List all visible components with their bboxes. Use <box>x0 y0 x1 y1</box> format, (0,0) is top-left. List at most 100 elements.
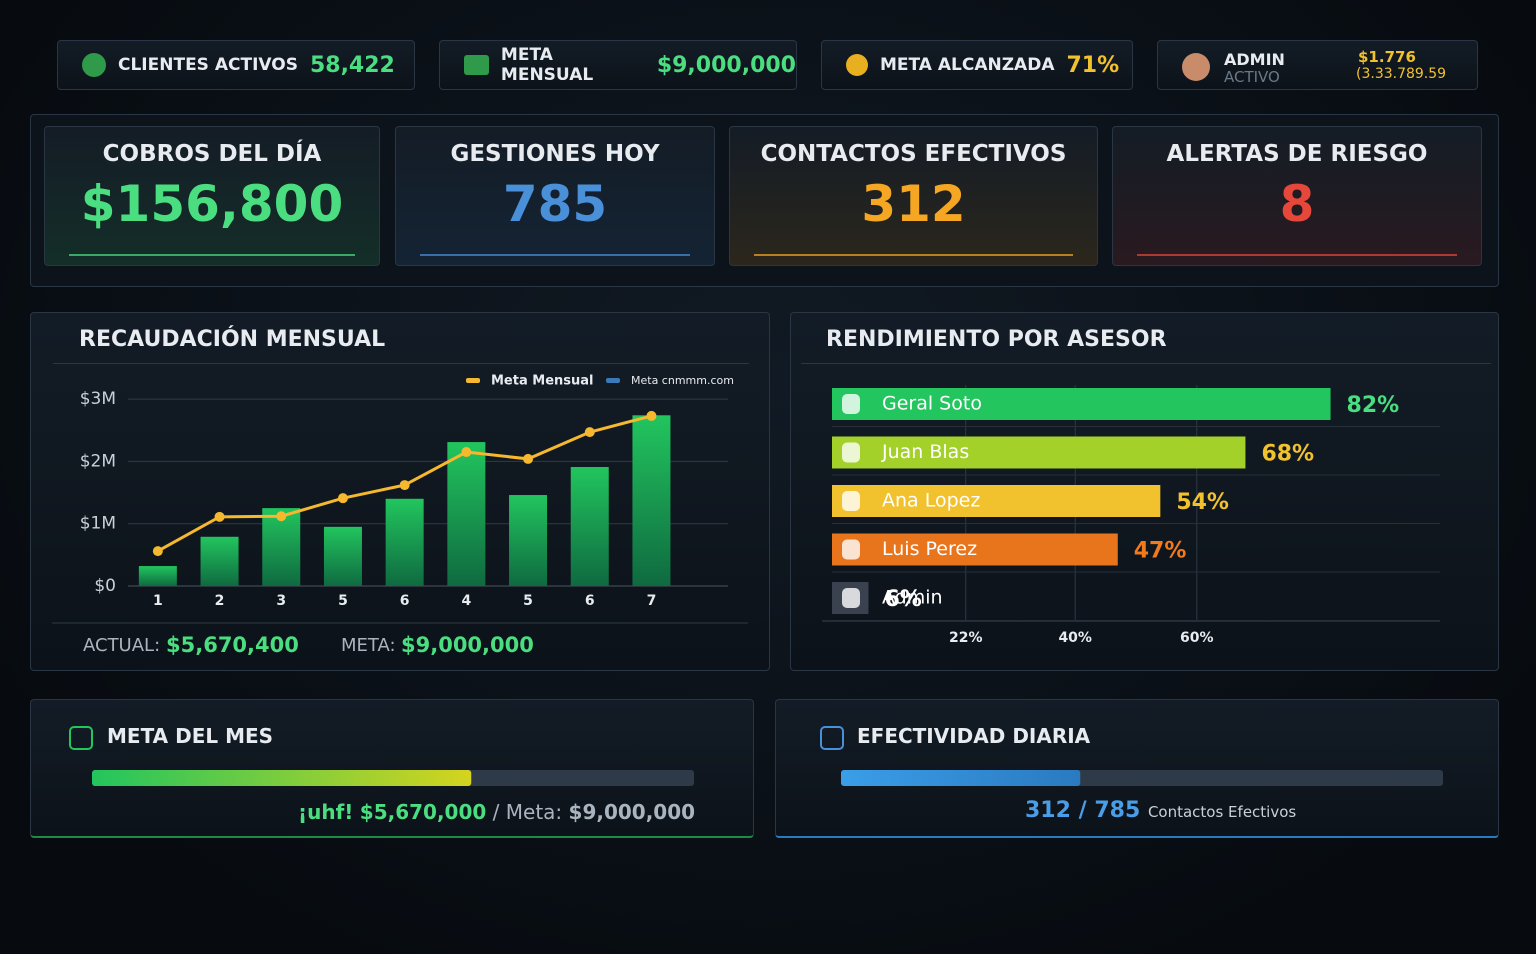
divider <box>801 363 1491 364</box>
legend-label: Meta cnmmm.com <box>631 374 734 387</box>
value: $5,670,000 <box>359 800 487 824</box>
prefix: ¡uhf! <box>298 800 354 824</box>
avatar-icon <box>842 588 860 608</box>
avatar-icon <box>842 539 860 560</box>
topbar-item: META MENSUAL $9,000,000 <box>439 40 797 90</box>
user-card[interactable]: ADMIN ACTIVO $1.776 (3.33.789.59 <box>1157 40 1478 90</box>
y-tick-label: $2M <box>80 451 116 471</box>
progress-text: ¡uhf! $5,670,000 / Meta: $9,000,000 <box>298 800 695 824</box>
grid-row <box>832 426 1440 427</box>
value: 58,422 <box>309 52 395 78</box>
grid-row <box>832 474 1440 476</box>
avatar-icon <box>842 394 860 414</box>
panel: EFECTIVIDAD DIARIA 312 / 785 Contactos E… <box>775 699 1499 838</box>
topbar-item: CLIENTES ACTIVOS 58,422 <box>57 40 415 90</box>
category-label: Ana Lopez <box>882 490 980 512</box>
bar <box>832 533 1118 566</box>
x-tick-label: 2 <box>215 593 225 609</box>
point <box>523 453 534 464</box>
bar <box>832 485 1161 517</box>
kpi-title: ALERTAS DE RIESGO <box>1166 141 1428 167</box>
point <box>214 511 225 522</box>
value-label: 54% <box>1176 490 1229 515</box>
value: 71% <box>1066 52 1120 78</box>
icon <box>82 53 106 77</box>
bar <box>509 495 548 586</box>
x-tick-label: 6 <box>585 593 595 609</box>
panel-title: EFECTIVIDAD DIARIA <box>857 724 1091 748</box>
progress-text: 312 / 785 Contactos Efectivos <box>1025 798 1296 823</box>
divider <box>53 363 749 364</box>
icon <box>846 54 868 76</box>
grid-row <box>832 523 1440 524</box>
balance: $1.776 <box>1358 48 1416 66</box>
topbar-item: META ALCANZADA 71% <box>821 40 1133 90</box>
point <box>152 546 163 557</box>
legend-label: Meta Mensual <box>491 374 594 389</box>
bar <box>570 467 609 586</box>
avatar <box>1182 53 1210 81</box>
footer-value: $9,000,000 <box>401 633 534 657</box>
y-tick-label: $1M <box>80 514 116 534</box>
point <box>584 427 595 438</box>
x-tick-label: 4 <box>461 593 471 609</box>
x-tick-label: 3 <box>276 593 286 609</box>
kpi-title: GESTIONES HOY <box>450 141 660 167</box>
value-label: 82% <box>1347 393 1400 418</box>
icon <box>464 55 489 75</box>
y-tick-label: $3M <box>80 389 116 409</box>
bar <box>385 498 424 586</box>
bar <box>323 526 362 586</box>
footer-label: META: <box>341 635 396 656</box>
x-tick-label: 22% <box>949 630 983 646</box>
panel-title: RENDIMIENTO POR ASESOR <box>826 327 1167 352</box>
value: 312 <box>1025 798 1071 823</box>
point <box>337 493 348 504</box>
panel-title: META DEL MES <box>107 724 274 748</box>
point <box>276 511 287 522</box>
bar <box>138 566 177 586</box>
caption: Contactos Efectivos <box>1147 803 1297 821</box>
bar <box>447 442 486 586</box>
grid-row <box>832 620 1440 621</box>
x-tick-label: 7 <box>647 593 657 609</box>
progress-fill <box>92 770 472 786</box>
kpi-card: COBROS DEL DÍA $156,800 <box>44 126 380 266</box>
x-tick-label: 60% <box>1180 630 1214 646</box>
x-tick-label: 5 <box>523 593 533 609</box>
point <box>399 480 410 491</box>
panel: META DEL MES ¡uhf! $5,670,000 / Meta: $9… <box>30 699 754 838</box>
label: META ALCANZADA <box>880 55 1055 75</box>
kpi-card: CONTACTOS EFECTIVOS 312 <box>729 126 1098 266</box>
point <box>461 447 472 458</box>
balance-detail: (3.33.789.59 <box>1356 66 1447 82</box>
progress-fill <box>841 770 1081 786</box>
y-tick-label: $0 <box>94 576 116 596</box>
avatar-icon <box>842 491 860 511</box>
label: META MENSUAL <box>500 45 594 85</box>
icon <box>820 726 844 750</box>
legend-swatch <box>606 378 620 383</box>
value-label: 68% <box>1261 442 1314 467</box>
category-label: Geral Soto <box>882 393 982 415</box>
panel: RECAUDACIÓN MENSUAL ACTUAL: $5,670,400 M… <box>30 312 770 671</box>
max: $9,000,000 <box>568 800 696 824</box>
kpi-title: COBROS DEL DÍA <box>102 141 322 167</box>
bar <box>832 436 1246 469</box>
category-label: Juan Blas <box>881 441 969 463</box>
category-label: Luis Perez <box>882 538 977 560</box>
point <box>646 410 657 421</box>
value-label: 47% <box>1134 539 1187 564</box>
bar <box>832 388 1331 420</box>
x-tick-label: 1 <box>153 593 163 609</box>
value: $9,000,000 <box>656 52 796 78</box>
label: CLIENTES ACTIVOS <box>118 55 298 75</box>
footer-label: ACTUAL: <box>83 635 161 656</box>
bar <box>632 415 671 586</box>
kpi-value: 312 <box>861 175 966 233</box>
value-label: 6% <box>884 587 921 612</box>
kpi-card: GESTIONES HOY 785 <box>395 126 715 266</box>
panel-title: RECAUDACIÓN MENSUAL <box>79 327 386 352</box>
